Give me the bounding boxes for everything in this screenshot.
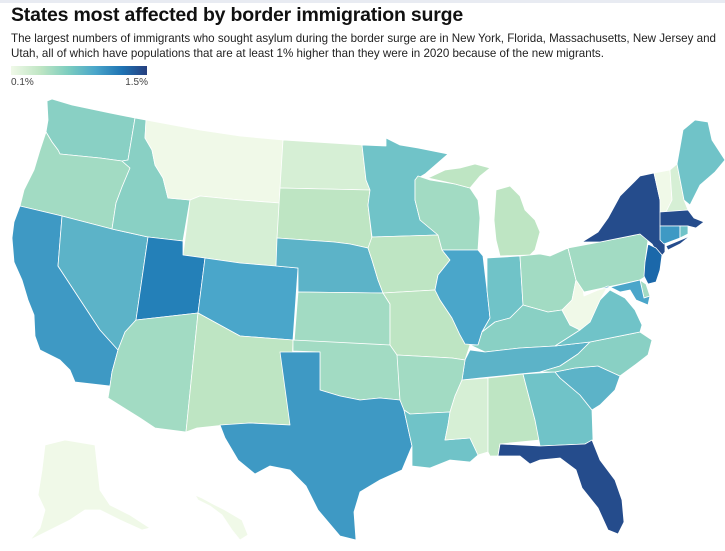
state-rhode-island[interactable] [679,225,689,239]
state-washington[interactable] [45,98,136,162]
color-legend: 0.1% 1.5% [11,66,148,89]
state-north-dakota[interactable] [279,139,371,191]
state-maine[interactable] [676,119,725,206]
legend-labels: 0.1% 1.5% [11,75,148,89]
state-illinois[interactable] [434,249,491,346]
state-north-carolina[interactable] [539,331,653,377]
top-border [0,0,725,3]
legend-max-label: 1.5% [125,77,148,88]
legend-min-label: 0.1% [11,77,34,88]
state-wyoming[interactable] [182,195,281,267]
state-texas[interactable] [219,351,413,541]
state-florida[interactable] [497,439,625,535]
state-kansas[interactable] [293,291,391,346]
state-michigan[interactable] [493,185,541,257]
legend-gradient-bar [11,66,147,75]
chart-description: The largest numbers of immigrants who so… [11,32,716,60]
state-ohio[interactable] [519,247,577,313]
state-hawaii[interactable] [194,494,249,541]
state-connecticut[interactable] [659,225,681,245]
state-long-island[interactable] [665,235,691,251]
state-massachusetts[interactable] [659,209,705,229]
chart-title: States most affected by border immigrati… [11,4,464,26]
state-alaska[interactable] [29,439,151,541]
state-new-jersey[interactable] [643,243,663,285]
state-maryland[interactable] [597,279,651,306]
state-michigan-upper[interactable] [427,163,491,189]
